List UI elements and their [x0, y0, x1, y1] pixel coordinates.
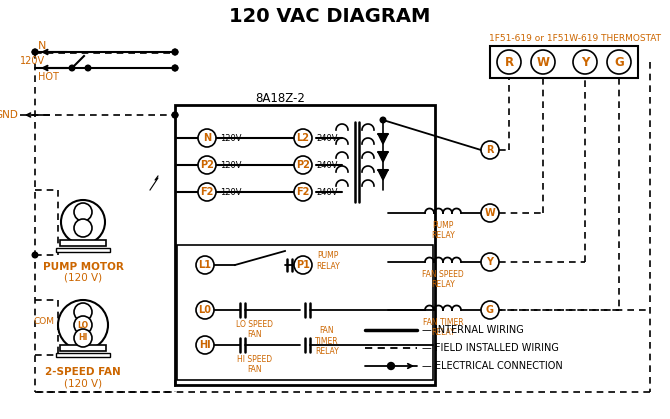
Text: 8A18Z-2: 8A18Z-2 — [255, 91, 305, 104]
Circle shape — [74, 203, 92, 221]
Text: — FIELD INSTALLED WIRING: — FIELD INSTALLED WIRING — [422, 343, 559, 353]
Text: — INTERNAL WIRING: — INTERNAL WIRING — [422, 325, 524, 335]
Circle shape — [172, 65, 178, 71]
Circle shape — [607, 50, 631, 74]
Circle shape — [294, 129, 312, 147]
Circle shape — [294, 156, 312, 174]
Circle shape — [172, 65, 178, 71]
Text: COM: COM — [33, 318, 54, 326]
Bar — [177, 245, 433, 380]
Circle shape — [198, 129, 216, 147]
Circle shape — [481, 253, 499, 271]
Text: F2: F2 — [296, 187, 310, 197]
Text: G: G — [486, 305, 494, 315]
Text: N: N — [38, 41, 46, 51]
Bar — [56, 248, 110, 252]
Bar — [175, 105, 435, 385]
Text: G: G — [614, 55, 624, 68]
Text: P1: P1 — [296, 260, 310, 270]
Text: 2-SPEED FAN: 2-SPEED FAN — [45, 367, 121, 377]
Text: HI SPEED
FAN: HI SPEED FAN — [237, 355, 273, 375]
Circle shape — [387, 362, 395, 370]
Text: 120V: 120V — [220, 160, 241, 170]
Circle shape — [294, 256, 312, 274]
Circle shape — [196, 301, 214, 319]
Circle shape — [481, 204, 499, 222]
Text: FAN TIMER
RELAY: FAN TIMER RELAY — [423, 318, 464, 337]
Text: Y: Y — [486, 257, 494, 267]
Text: (120 V): (120 V) — [64, 273, 102, 283]
Text: HI: HI — [199, 340, 211, 350]
Circle shape — [61, 200, 105, 244]
Circle shape — [294, 183, 312, 201]
Polygon shape — [378, 152, 388, 162]
Circle shape — [32, 49, 38, 55]
Text: F2: F2 — [200, 187, 214, 197]
Text: P2: P2 — [296, 160, 310, 170]
Text: 240V: 240V — [316, 134, 338, 142]
Text: PUMP
RELAY: PUMP RELAY — [431, 221, 455, 241]
Text: 120V: 120V — [220, 134, 241, 142]
Circle shape — [531, 50, 555, 74]
Text: W: W — [537, 55, 549, 68]
Circle shape — [172, 49, 178, 55]
Text: PUMP
RELAY: PUMP RELAY — [316, 251, 340, 271]
Polygon shape — [378, 170, 388, 180]
Polygon shape — [378, 134, 388, 144]
Circle shape — [481, 141, 499, 159]
Text: PUMP MOTOR: PUMP MOTOR — [43, 262, 123, 272]
Text: Y: Y — [581, 55, 589, 68]
Circle shape — [196, 336, 214, 354]
Circle shape — [198, 183, 216, 201]
Circle shape — [58, 300, 108, 350]
Bar — [60, 345, 106, 351]
Circle shape — [573, 50, 597, 74]
Circle shape — [380, 117, 386, 123]
Circle shape — [74, 329, 92, 347]
Text: FAN SPEED
RELAY: FAN SPEED RELAY — [422, 270, 464, 290]
Circle shape — [198, 156, 216, 174]
Text: FAN
TIMER
RELAY: FAN TIMER RELAY — [315, 326, 339, 356]
Bar — [60, 240, 106, 246]
Text: N: N — [203, 133, 211, 143]
Circle shape — [172, 112, 178, 118]
Circle shape — [172, 112, 178, 118]
Text: GND: GND — [0, 110, 18, 120]
Text: LO: LO — [78, 321, 88, 329]
Circle shape — [172, 49, 178, 55]
Text: LO SPEED
FAN: LO SPEED FAN — [237, 320, 273, 339]
Circle shape — [481, 301, 499, 319]
Text: L1: L1 — [198, 260, 212, 270]
Circle shape — [32, 49, 38, 55]
Text: L0: L0 — [198, 305, 212, 315]
Circle shape — [74, 316, 92, 334]
Circle shape — [74, 219, 92, 237]
Text: 240V: 240V — [316, 187, 338, 197]
Text: R: R — [486, 145, 494, 155]
Text: L2: L2 — [297, 133, 310, 143]
Text: (120 V): (120 V) — [64, 378, 102, 388]
Circle shape — [69, 65, 75, 71]
Bar — [490, 46, 638, 78]
Circle shape — [74, 303, 92, 321]
Text: 240V: 240V — [316, 160, 338, 170]
Text: HI: HI — [78, 334, 88, 342]
Circle shape — [85, 65, 91, 71]
Text: W: W — [484, 208, 495, 218]
Circle shape — [196, 256, 214, 274]
Text: 120V: 120V — [20, 56, 45, 66]
Text: R: R — [505, 55, 514, 68]
Text: 1F51-619 or 1F51W-619 THERMOSTAT: 1F51-619 or 1F51W-619 THERMOSTAT — [489, 34, 661, 42]
Text: 120 VAC DIAGRAM: 120 VAC DIAGRAM — [229, 7, 431, 26]
Circle shape — [32, 252, 38, 258]
Text: — ELECTRICAL CONNECTION: — ELECTRICAL CONNECTION — [422, 361, 563, 371]
Bar — [56, 353, 110, 357]
Circle shape — [497, 50, 521, 74]
Text: P2: P2 — [200, 160, 214, 170]
Text: HOT: HOT — [38, 72, 59, 82]
Text: 120V: 120V — [220, 187, 241, 197]
